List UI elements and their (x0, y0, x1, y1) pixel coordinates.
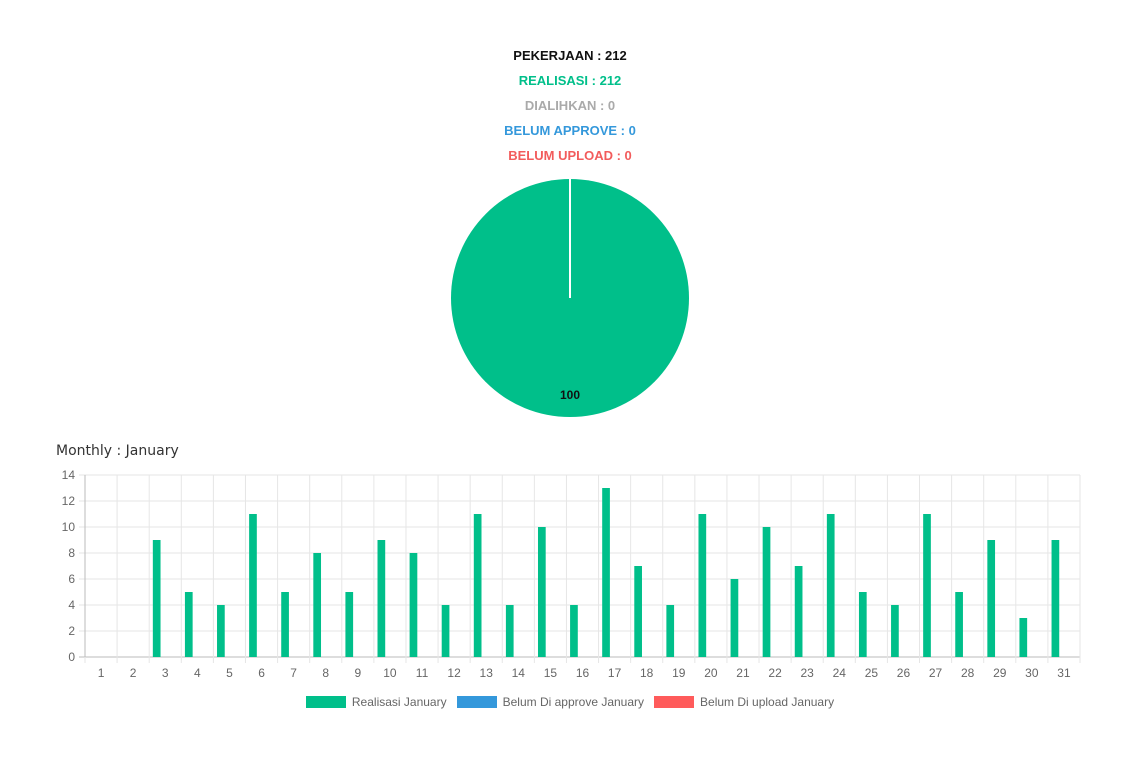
legend-swatch-belum-approve (456, 696, 497, 708)
bar[interactable] (826, 514, 835, 657)
bar[interactable] (409, 553, 418, 657)
bar[interactable] (698, 514, 707, 657)
legend-item-realisasi[interactable]: Realisasi January (305, 695, 447, 709)
x-tick-label: 13 (480, 666, 494, 680)
y-tick-label: 12 (62, 494, 76, 508)
bar[interactable] (858, 592, 867, 657)
bar[interactable] (762, 527, 771, 657)
legend-label-belum-approve: Belum Di approve January (502, 695, 645, 709)
legend-label-belum-upload: Belum Di upload January (700, 695, 835, 709)
bar[interactable] (794, 566, 803, 657)
pie-slice-label: 100 (560, 388, 580, 402)
bar[interactable] (1019, 618, 1028, 657)
bar[interactable] (923, 514, 931, 657)
x-tick-label: 20 (704, 666, 718, 680)
bar[interactable] (666, 605, 675, 657)
x-tick-label: 6 (258, 666, 265, 680)
bar[interactable] (313, 553, 322, 657)
bar[interactable] (281, 592, 289, 657)
x-tick-label: 31 (1057, 666, 1071, 680)
x-tick-label: 5 (226, 666, 233, 680)
x-tick-label: 27 (929, 666, 943, 680)
bar[interactable] (249, 514, 257, 657)
legend-item-belum-upload[interactable]: Belum Di upload January (654, 695, 834, 709)
x-tick-label: 17 (608, 666, 622, 680)
dialihkan-count: DIALIHKAN : 0 (524, 98, 616, 113)
x-tick-label: 22 (768, 666, 782, 680)
legend-swatch-realisasi (305, 696, 346, 708)
bar[interactable] (955, 592, 963, 657)
pie-chart: 100 (451, 179, 689, 417)
x-tick-label: 15 (544, 666, 558, 680)
x-tick-label: 10 (383, 666, 397, 680)
y-tick-label: 0 (68, 650, 75, 664)
x-tick-label: 3 (162, 666, 169, 680)
x-tick-label: 25 (865, 666, 879, 680)
bar[interactable] (570, 605, 578, 657)
y-tick-label: 4 (68, 598, 75, 612)
bar[interactable] (505, 605, 514, 657)
x-tick-label: 19 (672, 666, 686, 680)
pekerjaan-count: PEKERJAAN : 212 (513, 48, 627, 63)
x-tick-label: 21 (736, 666, 750, 680)
x-tick-label: 8 (322, 666, 329, 680)
x-tick-label: 9 (354, 666, 361, 680)
x-tick-label: 26 (897, 666, 911, 680)
bar[interactable] (1051, 540, 1060, 657)
bar[interactable] (602, 488, 610, 657)
y-tick-label: 14 (62, 468, 76, 482)
bar[interactable] (152, 540, 161, 657)
summary-stats: PEKERJAAN : 212 REALISASI : 212 DIALIHKA… (0, 43, 1140, 168)
chart-legend: Realisasi January Belum Di approve Janua… (0, 695, 1140, 709)
belum-upload-count: BELUM UPLOAD : 0 (508, 148, 632, 163)
x-tick-label: 30 (1025, 666, 1039, 680)
x-tick-label: 23 (800, 666, 814, 680)
x-tick-label: 1 (98, 666, 105, 680)
x-tick-label: 14 (512, 666, 526, 680)
bar[interactable] (987, 540, 996, 657)
x-tick-label: 24 (833, 666, 847, 680)
y-tick-label: 10 (62, 520, 76, 534)
x-tick-label: 18 (640, 666, 654, 680)
x-tick-label: 2 (130, 666, 137, 680)
legend-item-belum-approve[interactable]: Belum Di approve January (456, 695, 645, 709)
x-tick-label: 4 (194, 666, 201, 680)
bar[interactable] (473, 514, 482, 657)
monthly-title: Monthly : January (56, 443, 179, 459)
bar[interactable] (217, 605, 225, 657)
realisasi-count: REALISASI : 212 (518, 73, 622, 88)
x-tick-label: 28 (961, 666, 975, 680)
x-tick-label: 29 (993, 666, 1007, 680)
bar[interactable] (441, 605, 450, 657)
bar[interactable] (634, 566, 642, 657)
x-tick-label: 12 (447, 666, 461, 680)
bar[interactable] (377, 540, 386, 657)
y-tick-label: 8 (68, 546, 75, 560)
x-tick-label: 7 (290, 666, 297, 680)
bar[interactable] (537, 527, 546, 657)
bar[interactable] (184, 592, 193, 657)
y-tick-label: 6 (68, 572, 75, 586)
y-tick-label: 2 (68, 624, 75, 638)
legend-swatch-belum-upload (654, 696, 695, 708)
bar[interactable] (891, 605, 899, 657)
belum-approve-count: BELUM APPROVE : 0 (504, 123, 636, 138)
legend-label-realisasi: Realisasi January (351, 695, 447, 709)
x-tick-label: 11 (416, 666, 429, 680)
x-tick-label: 16 (576, 666, 590, 680)
bar[interactable] (345, 592, 354, 657)
bar[interactable] (730, 579, 739, 657)
